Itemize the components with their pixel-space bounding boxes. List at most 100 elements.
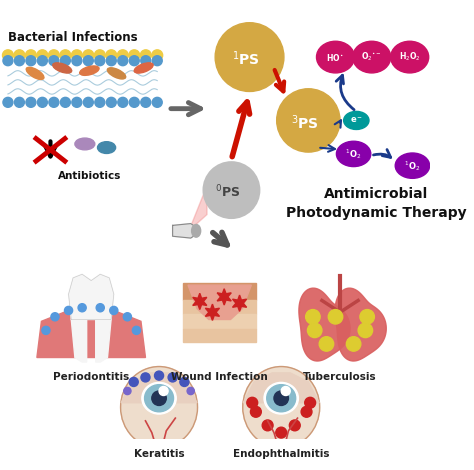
Circle shape [37,97,47,107]
Ellipse shape [80,66,99,75]
Ellipse shape [75,138,95,150]
Text: Endophthalmitis: Endophthalmitis [233,449,329,459]
Circle shape [168,373,177,382]
Circle shape [2,50,13,61]
Polygon shape [335,288,386,361]
Ellipse shape [317,41,355,73]
Circle shape [328,310,343,324]
Ellipse shape [107,68,126,79]
Circle shape [141,373,150,382]
Circle shape [3,97,13,107]
Circle shape [64,306,73,314]
Circle shape [14,56,24,66]
Circle shape [51,313,59,321]
Circle shape [26,56,36,66]
Polygon shape [243,373,319,403]
Circle shape [141,56,151,66]
Circle shape [72,50,82,61]
Circle shape [129,377,138,386]
Circle shape [301,407,312,417]
Circle shape [78,304,86,312]
Circle shape [110,306,118,314]
Text: $^1$O$_2$: $^1$O$_2$ [404,159,420,172]
Circle shape [26,50,36,61]
Circle shape [262,420,273,431]
Text: $^1$O$_2$: $^1$O$_2$ [346,147,362,161]
Text: Tuberculosis: Tuberculosis [303,372,377,382]
Circle shape [277,89,340,152]
Circle shape [308,323,322,337]
Text: $^3$PS: $^3$PS [291,113,319,132]
Ellipse shape [152,391,166,406]
Bar [183,299,256,314]
Circle shape [106,97,116,107]
Circle shape [95,56,105,66]
Circle shape [72,56,82,66]
Polygon shape [188,285,251,320]
Circle shape [83,50,94,61]
Ellipse shape [274,391,289,406]
Text: Periodontitis: Periodontitis [53,372,129,382]
Polygon shape [233,295,246,311]
Ellipse shape [53,63,72,73]
Circle shape [83,56,93,66]
Ellipse shape [267,384,296,412]
Circle shape [96,304,104,312]
Polygon shape [217,289,231,305]
Circle shape [49,56,59,66]
Circle shape [118,50,128,61]
Circle shape [106,50,117,61]
Circle shape [123,313,131,321]
Bar [183,314,256,329]
Circle shape [152,97,162,107]
Ellipse shape [395,153,429,178]
Circle shape [187,387,194,395]
Bar [183,283,256,299]
Text: $^0$PS: $^0$PS [215,184,240,200]
Circle shape [37,56,47,66]
Circle shape [281,386,290,396]
Text: Bacterial Infections: Bacterial Infections [8,31,137,44]
Circle shape [83,97,93,107]
Ellipse shape [142,383,176,414]
Circle shape [48,50,59,61]
Circle shape [360,310,374,324]
Circle shape [129,97,139,107]
Ellipse shape [337,141,371,166]
Ellipse shape [264,383,299,414]
Circle shape [250,407,261,417]
Circle shape [106,56,116,66]
Text: Antibiotics: Antibiotics [58,171,121,181]
Polygon shape [193,293,207,310]
Circle shape [215,23,284,92]
Ellipse shape [344,111,369,129]
Circle shape [152,56,162,66]
Circle shape [42,326,50,335]
Circle shape [289,420,300,431]
Circle shape [124,387,131,395]
Circle shape [14,50,25,61]
Circle shape [276,427,287,438]
Text: H$_2$O$_2$: H$_2$O$_2$ [399,51,420,63]
Circle shape [155,371,164,380]
Circle shape [37,50,48,61]
Circle shape [3,56,13,66]
Ellipse shape [353,41,391,73]
Ellipse shape [145,384,173,412]
Circle shape [202,161,260,219]
Circle shape [247,397,258,408]
Circle shape [358,323,373,337]
Ellipse shape [98,141,116,154]
Ellipse shape [134,63,153,73]
Circle shape [26,97,36,107]
Polygon shape [96,320,111,362]
Circle shape [60,50,71,61]
Circle shape [180,377,189,386]
Circle shape [49,97,59,107]
Text: Wound Infection: Wound Infection [171,372,268,382]
Circle shape [14,97,24,107]
Text: HO$^\bullet$: HO$^\bullet$ [326,52,345,63]
Ellipse shape [191,225,201,237]
Circle shape [132,326,140,335]
Circle shape [95,97,105,107]
